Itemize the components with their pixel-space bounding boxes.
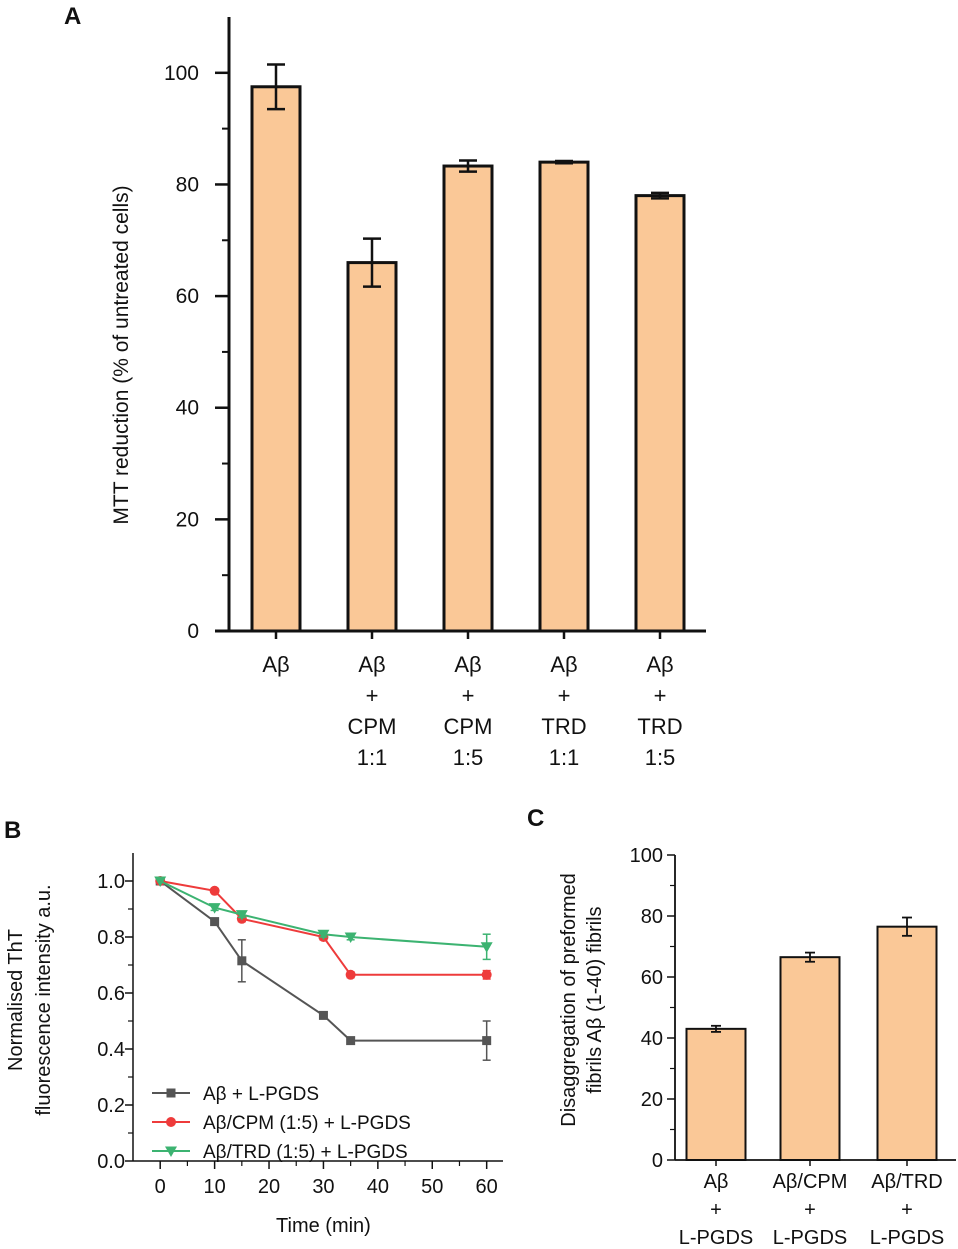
- panel-a-chart: Aβ Aβ + CPM 1:1 Aβ + CPM 1:5 Aβ + TRD 1:1 Aβ + TRD 1:5 0 2…: [110, 17, 706, 770]
- x-tick-label-2-0: Aβ: [454, 652, 481, 677]
- series-1-point-1: [209, 885, 220, 896]
- y-axis-label-line-1: fibrils Aβ (1-40) fibrils: [584, 906, 606, 1093]
- x-tick-label-4-3: 1:5: [645, 745, 676, 770]
- x-tick-label-0-2: L-PGDS: [679, 1227, 753, 1249]
- panel-b-chart: 0 10 20 30 40 50 60 0.0 0.2 0.4 0.6 0.8 1.0 Time (min…: [5, 853, 503, 1237]
- bar-3: [538, 160, 590, 633]
- x-tick-label-4-1: +: [654, 683, 667, 708]
- series-2-point-1: [208, 903, 221, 914]
- bar-2: [442, 164, 494, 633]
- series-line-2: [159, 880, 487, 948]
- x-tick-label-2-1: +: [901, 1199, 913, 1221]
- bar-1: [346, 261, 398, 633]
- x-tick-label-0-0: Aβ: [262, 652, 289, 677]
- panel-label-b: B: [4, 817, 21, 844]
- series-0-point-2: [237, 956, 247, 966]
- legend-marker-2: [165, 1146, 177, 1157]
- x-tick-label-0: 0: [155, 1176, 166, 1198]
- y-tick-label-1: 0.2: [97, 1095, 125, 1117]
- y-tick-label-1: 20: [641, 1089, 663, 1111]
- y-tick-label-5: 100: [164, 62, 199, 85]
- x-tick-label-0-1: +: [710, 1199, 722, 1221]
- bar-2: [876, 925, 938, 1161]
- x-tick-label-2-1: +: [462, 683, 475, 708]
- x-tick-label-1-1: +: [366, 683, 379, 708]
- panel-c-chart: Aβ + L-PGDS Aβ/CPM + L-PGDS Aβ/TRD + L-PGDS 0 20 40…: [558, 845, 956, 1249]
- panel-label-c: C: [527, 805, 544, 832]
- y-tick-label-3: 60: [641, 967, 663, 989]
- x-tick-label-2-3: 1:5: [453, 745, 484, 770]
- y-axis-label-line-1: fluorescence intensity a.u.: [33, 884, 55, 1115]
- legend-marker-0: [166, 1088, 176, 1098]
- x-tick-label-1-0: Aβ/CPM: [773, 1171, 848, 1193]
- series-line-1: [160, 880, 487, 976]
- x-tick-label-4-0: Aβ: [646, 652, 673, 677]
- x-tick-label-4-2: TRD: [637, 714, 682, 739]
- x-tick-label-1: 10: [203, 1176, 225, 1198]
- y-tick-label-1: 20: [176, 508, 199, 531]
- y-tick-label-2: 40: [641, 1028, 663, 1050]
- series-2-point-3: [317, 929, 330, 941]
- legend-label-0: Aβ + L-PGDS: [203, 1084, 319, 1105]
- x-tick-label-2-2: CPM: [444, 714, 493, 739]
- series-0-point-5: [482, 1036, 492, 1046]
- series-2-point-2: [235, 910, 248, 921]
- bar-4: [634, 194, 686, 633]
- series-2-point-0: [154, 876, 167, 887]
- y-tick-label-0: 0.0: [97, 1151, 125, 1173]
- bar-0: [250, 85, 302, 633]
- y-tick-label-3: 0.6: [97, 983, 125, 1005]
- x-tick-label-3-3: 1:1: [549, 745, 580, 770]
- bar-0: [685, 1027, 747, 1161]
- series-2-point-4: [344, 932, 357, 943]
- legend-label-1: Aβ/CPM (1:5) + L-PGDS: [203, 1113, 411, 1134]
- x-tick-label-3-1: +: [558, 683, 571, 708]
- x-tick-label-1-1: +: [804, 1199, 816, 1221]
- y-tick-label-3: 60: [176, 285, 199, 308]
- x-tick-label-4: 40: [367, 1176, 389, 1198]
- series-1-point-4: [345, 969, 356, 980]
- y-tick-label-4: 80: [176, 173, 199, 196]
- y-axis-label-line-0: Disaggregation of preformed: [558, 873, 580, 1126]
- y-axis-label: MTT reduction (% of untreated cells): [110, 185, 133, 524]
- x-tick-label-1-3: 1:1: [357, 745, 388, 770]
- legend-label-2: Aβ/TRD (1:5) + L-PGDS: [203, 1142, 408, 1163]
- x-tick-label-3: 30: [312, 1176, 334, 1198]
- x-tick-label-3-2: TRD: [541, 714, 586, 739]
- y-tick-label-5: 100: [630, 845, 663, 867]
- panel-label-a: A: [64, 3, 81, 30]
- legend-marker-1: [166, 1117, 176, 1127]
- series-line-0: [159, 880, 487, 1042]
- x-tick-label-2: 20: [258, 1176, 280, 1198]
- y-tick-label-4: 0.8: [97, 927, 125, 949]
- x-tick-label-1-0: Aβ: [358, 652, 385, 677]
- y-tick-label-5: 1.0: [97, 871, 125, 893]
- x-tick-label-1-2: CPM: [348, 714, 397, 739]
- y-tick-label-0: 0: [187, 620, 199, 643]
- y-tick-label-2: 0.4: [97, 1039, 125, 1061]
- y-tick-label-0: 0: [652, 1150, 663, 1172]
- series-0-point-4: [346, 1036, 356, 1046]
- series-1-point-5: [481, 969, 492, 980]
- y-tick-label-4: 80: [641, 906, 663, 928]
- bar-1: [779, 956, 841, 1161]
- y-tick-label-2: 40: [176, 397, 199, 420]
- x-tick-label-5: 50: [421, 1176, 443, 1198]
- x-tick-label-3-0: Aβ: [550, 652, 577, 677]
- x-tick-label-0-0: Aβ: [704, 1171, 729, 1193]
- x-tick-label-6: 60: [476, 1176, 498, 1198]
- series-0-point-1: [210, 917, 220, 927]
- x-tick-label-1-2: L-PGDS: [773, 1227, 847, 1249]
- x-axis-label: Time (min): [276, 1215, 371, 1237]
- y-axis-label-line-0: Normalised ThT: [5, 929, 27, 1071]
- series-2-point-5: [480, 942, 493, 953]
- x-tick-label-2-0: Aβ/TRD: [871, 1171, 943, 1193]
- series-0-point-3: [318, 1010, 328, 1020]
- x-tick-label-2-2: L-PGDS: [870, 1227, 944, 1249]
